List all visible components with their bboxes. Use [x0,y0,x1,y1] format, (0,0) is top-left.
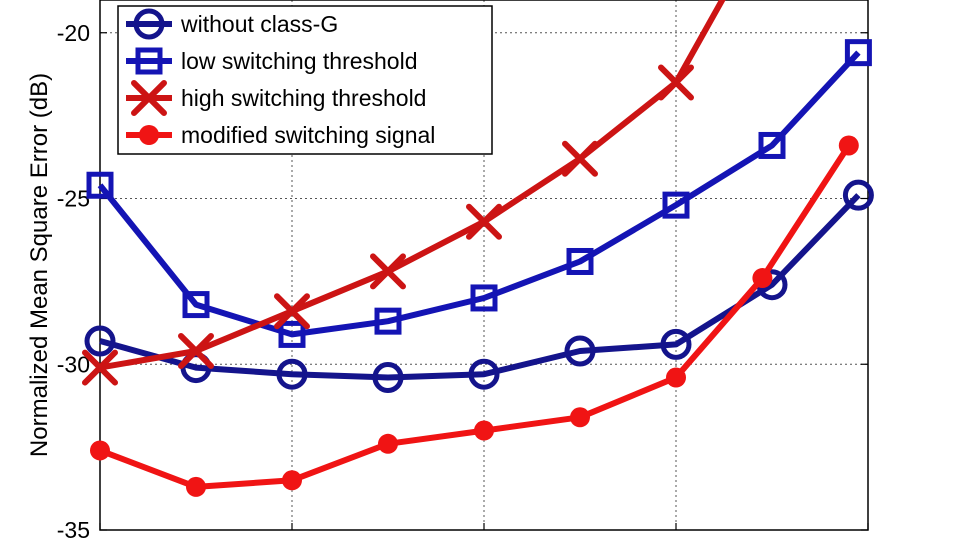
circle-marker [660,328,692,360]
square-marker [566,247,594,275]
dot-marker [474,420,494,441]
legend-label: without class-G [180,11,338,37]
x-tick-label: 40 [855,535,881,540]
square-marker [374,307,402,335]
x-marker [466,203,502,240]
series-high-switching-threshold [82,0,726,386]
circle-marker [133,8,165,40]
square-marker [758,131,786,159]
dot-marker [378,433,398,454]
legend-box [117,5,493,155]
dot-marker [666,367,686,388]
circle-marker [468,358,500,390]
dot-marker [838,135,859,156]
grid-lines [100,0,868,530]
x-axis-ticks: 32 34 36 38 40 [87,523,881,540]
circle-marker [276,358,308,390]
square-marker [135,47,163,75]
series-modified-switching-signal [90,135,859,497]
y-tick-label: -35 [57,517,90,540]
legend-label: high switching threshold [181,85,426,111]
legend-entry: high switching threshold [126,80,426,116]
dot-marker [186,476,206,497]
dot-marker [570,407,590,428]
circle-marker [564,335,596,367]
legend: without class-G low switching threshold hi… [117,5,493,155]
square-marker [278,320,306,348]
series-line [98,143,852,490]
dot-marker [90,440,110,461]
y-axis-ticks: -35-30-25-20-15 [57,20,868,540]
square-marker [844,39,872,67]
legend-label: modified switching signal [181,122,435,148]
dot-marker [139,125,159,145]
x-tick-label: 32 [87,535,113,540]
square-marker [662,191,690,219]
dot-marker [282,470,302,491]
x-marker [274,293,310,330]
x-marker [658,64,694,101]
square-marker [182,291,210,319]
legend-entry: low switching threshold [126,47,418,75]
legend-entry: modified switching signal [126,122,435,148]
dot-marker [752,268,773,289]
y-axis-label: Normalized Mean Square Error (dB) [26,73,53,457]
series-low-switching-threshold [86,39,872,348]
square-marker [470,284,498,312]
series-layer [82,0,874,497]
x-marker [370,253,406,290]
square-marker [86,171,114,199]
x-marker [562,140,598,177]
x-marker [82,349,118,386]
x-marker [178,332,214,369]
circle-marker [84,325,116,357]
x-tick-label: 38 [663,535,689,540]
legend-label: low switching threshold [181,48,418,74]
x-marker [131,80,167,116]
circle-marker [842,179,874,211]
y-tick-label: -20 [57,20,90,46]
x-tick-label: 36 [471,535,497,540]
circle-marker [372,362,404,394]
legend-entry: without class-G [126,8,338,40]
y-tick-label: -25 [57,186,90,212]
series-line [97,50,861,338]
x-tick-label: 34 [279,535,305,540]
